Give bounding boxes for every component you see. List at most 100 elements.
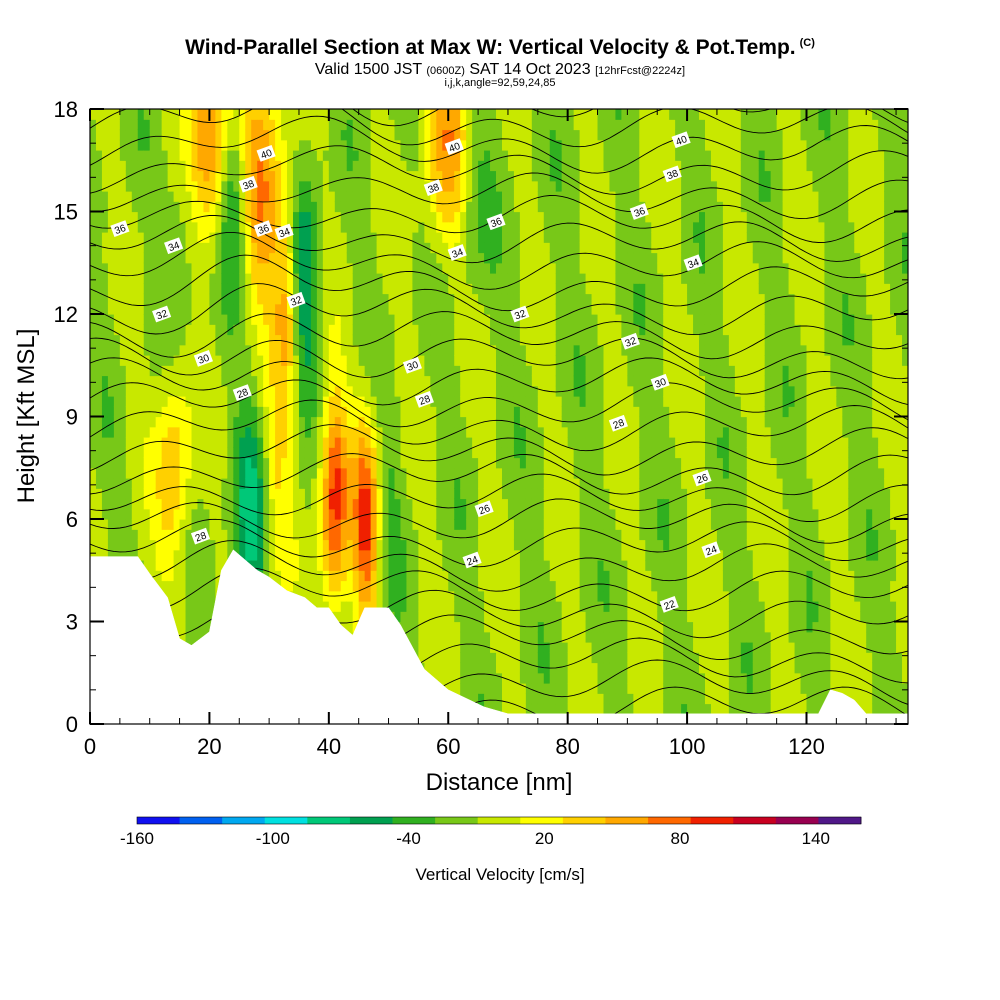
- velocity-cell: [448, 406, 455, 418]
- velocity-cell: [257, 201, 264, 213]
- velocity-cell: [394, 570, 402, 582]
- velocity-cell: [173, 150, 181, 161]
- velocity-cell: [203, 324, 211, 336]
- velocity-cell: [101, 180, 109, 192]
- velocity-cell: [281, 293, 288, 305]
- velocity-cell: [460, 642, 467, 653]
- velocity-cell: [507, 457, 515, 469]
- velocity-cell: [185, 447, 193, 459]
- velocity-cell: [275, 344, 282, 356]
- velocity-cell: [478, 672, 485, 684]
- velocity-cell: [484, 478, 491, 489]
- velocity-cell: [161, 170, 169, 182]
- velocity-cell: [406, 129, 414, 141]
- velocity-cell: [119, 406, 127, 418]
- velocity-cell: [382, 549, 390, 561]
- velocity-cell: [107, 385, 115, 397]
- velocity-cell: [257, 242, 264, 254]
- velocity-cell: [179, 150, 187, 161]
- velocity-cell: [233, 109, 240, 120]
- velocity-cell: [466, 447, 473, 459]
- velocity-cell: [197, 570, 205, 582]
- velocity-cell: [149, 457, 157, 469]
- velocity-cell: [215, 150, 222, 161]
- velocity-cell: [400, 426, 408, 438]
- velocity-cell: [173, 139, 181, 151]
- velocity-cell: [191, 590, 199, 602]
- velocity-cell: [448, 426, 455, 438]
- velocity-cell: [269, 365, 276, 377]
- velocity-cell: [436, 252, 443, 264]
- velocity-cell: [334, 201, 342, 213]
- velocity-cell: [269, 170, 276, 182]
- velocity-cell: [137, 160, 145, 172]
- velocity-cell: [221, 467, 228, 479]
- velocity-cell: [418, 580, 425, 592]
- velocity-cell: [412, 170, 419, 182]
- velocity-cell: [293, 488, 300, 500]
- velocity-cell: [364, 242, 372, 254]
- velocity-cell: [501, 447, 509, 459]
- velocity-cell: [304, 211, 312, 223]
- velocity-cell: [179, 262, 187, 274]
- velocity-cell: [275, 283, 282, 295]
- velocity-cell: [454, 262, 461, 274]
- velocity-cell: [478, 437, 485, 448]
- velocity-cell: [436, 601, 443, 612]
- velocity-cell: [501, 683, 509, 694]
- velocity-cell: [537, 437, 545, 448]
- velocity-cell: [496, 416, 503, 428]
- velocity-cell: [513, 601, 521, 612]
- velocity-cell: [149, 180, 157, 192]
- velocity-cell: [454, 303, 461, 315]
- velocity-cell: [412, 549, 419, 561]
- velocity-cell: [567, 180, 575, 192]
- velocity-cell: [501, 344, 509, 356]
- velocity-cell: [513, 344, 521, 356]
- velocity-cell: [149, 211, 157, 223]
- velocity-cell: [113, 519, 121, 530]
- velocity-cell: [579, 683, 587, 694]
- velocity-cell: [155, 170, 163, 182]
- velocity-cell: [90, 467, 97, 479]
- velocity-cell: [418, 611, 425, 623]
- velocity-cell: [155, 293, 163, 305]
- velocity-cell: [245, 355, 252, 366]
- velocity-cell: [501, 631, 509, 643]
- velocity-cell: [304, 375, 312, 387]
- velocity-cell: [346, 457, 354, 469]
- velocity-cell: [525, 355, 533, 366]
- velocity-cell: [466, 580, 473, 592]
- velocity-cell: [376, 252, 384, 264]
- velocity-cell: [376, 406, 384, 418]
- velocity-cell: [143, 232, 151, 243]
- velocity-cell: [442, 180, 449, 192]
- velocity-cell: [430, 631, 437, 643]
- velocity-cell: [137, 406, 145, 418]
- velocity-cell: [466, 519, 473, 530]
- velocity-cell: [149, 314, 157, 325]
- velocity-cell: [543, 314, 551, 325]
- velocity-cell: [340, 467, 348, 479]
- valid-zulu: (0600Z): [426, 65, 465, 77]
- velocity-cell: [531, 416, 539, 428]
- velocity-cell: [490, 590, 497, 602]
- velocity-cell: [90, 385, 97, 397]
- velocity-cell: [460, 672, 467, 684]
- velocity-cell: [561, 539, 569, 551]
- velocity-cell: [478, 693, 485, 705]
- velocity-cell: [370, 406, 378, 418]
- velocity-cell: [245, 344, 252, 356]
- velocity-cell: [376, 549, 384, 561]
- velocity-cell: [310, 191, 318, 202]
- velocity-cell: [364, 406, 372, 418]
- velocity-cell: [90, 293, 97, 305]
- velocity-cell: [119, 170, 127, 182]
- velocity-cell: [293, 498, 300, 510]
- velocity-cell: [484, 262, 491, 274]
- velocity-cell: [460, 488, 467, 500]
- velocity-cell: [501, 570, 509, 582]
- velocity-cell: [573, 467, 581, 479]
- velocity-cell: [573, 160, 581, 172]
- velocity-cell: [137, 375, 145, 387]
